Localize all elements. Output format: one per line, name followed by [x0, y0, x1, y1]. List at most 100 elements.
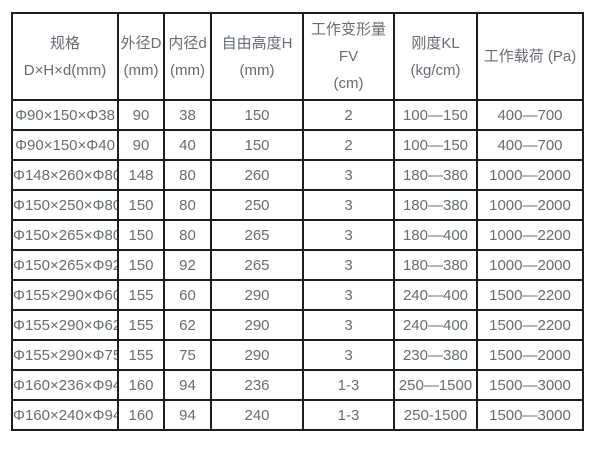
cell-fv: 3: [302, 309, 395, 341]
cell-spec: Φ150×265×Φ80: [11, 219, 119, 251]
cell-load: 1500—2200: [476, 279, 584, 311]
cell-load: 1000—2000: [476, 189, 584, 221]
header-line: (cm): [333, 75, 364, 92]
cell-load: 1500—2000: [476, 339, 584, 371]
cell-load: 1500—2200: [476, 309, 584, 341]
cell-load: 400—700: [476, 99, 584, 131]
cell-stiffness: 180—380: [393, 249, 478, 281]
header-line: (kg/cm): [410, 61, 461, 79]
cell-outer-d: 90: [117, 99, 165, 131]
header-line: 外径D: [120, 34, 162, 52]
cell-spec: Φ150×250×Φ80: [11, 189, 119, 221]
cell-inner-d: 80: [163, 159, 212, 191]
cell-fv: 3: [302, 279, 395, 311]
cell-spec: Φ160×236×Φ94: [11, 369, 119, 401]
cell-free-h: 290: [210, 279, 304, 311]
table-row: Φ148×260×Φ80 148 80 260 3 180—380 1000—2000: [11, 159, 584, 191]
table-row: Φ90×150×Φ38 90 38 150 2 100—150 400—700: [11, 99, 584, 131]
table-row: Φ150×250×Φ80 150 80 250 3 180—380 1000—2000: [11, 189, 584, 221]
cell-spec: Φ148×260×Φ80: [11, 159, 119, 191]
cell-stiffness: 240—400: [393, 279, 478, 311]
cell-spec: Φ155×290×Φ62: [11, 309, 119, 341]
cell-fv: 3: [302, 219, 395, 251]
cell-free-h: 150: [210, 129, 304, 161]
header-line: FV: [338, 48, 359, 65]
cell-fv: 3: [302, 339, 395, 371]
cell-outer-d: 155: [117, 279, 165, 311]
cell-free-h: 150: [210, 99, 304, 131]
cell-inner-d: 40: [163, 129, 212, 161]
cell-inner-d: 80: [163, 189, 212, 221]
cell-fv: 3: [302, 159, 395, 191]
cell-load: 1500—3000: [476, 369, 584, 401]
cell-outer-d: 155: [117, 309, 165, 341]
cell-free-h: 265: [210, 249, 304, 281]
table-row: Φ150×265×Φ80 150 80 265 3 180—400 1000—2200: [11, 219, 584, 251]
header-line: 工作变形量: [310, 21, 386, 38]
header-line: (mm): [123, 61, 159, 79]
cell-spec: Φ155×290×Φ75: [11, 339, 119, 371]
column-header-stiffness: 刚度KL (kg/cm): [393, 12, 478, 101]
table-row: Φ155×290×Φ62 155 62 290 3 240—400 1500—2200: [11, 309, 584, 341]
header-line: D×H×d(mm): [23, 61, 107, 79]
header-line: (mm): [239, 61, 275, 79]
table-row: Φ160×236×Φ94 160 94 236 1-3 250—1500 1500—3000: [11, 369, 584, 401]
cell-inner-d: 92: [163, 249, 212, 281]
column-header-free-h: 自由高度H (mm): [210, 12, 304, 101]
cell-load: 1500—3000: [476, 399, 584, 431]
cell-fv: 1-3: [302, 399, 395, 431]
cell-inner-d: 62: [163, 309, 212, 341]
cell-free-h: 236: [210, 369, 304, 401]
cell-inner-d: 80: [163, 219, 212, 251]
cell-stiffness: 180—380: [393, 159, 478, 191]
cell-free-h: 250: [210, 189, 304, 221]
cell-load: 1000—2200: [476, 219, 584, 251]
cell-load: 1000—2000: [476, 159, 584, 191]
cell-inner-d: 94: [163, 369, 212, 401]
cell-outer-d: 90: [117, 129, 165, 161]
header-line: 工作载荷 (Pa): [483, 48, 577, 65]
cell-free-h: 260: [210, 159, 304, 191]
cell-outer-d: 150: [117, 219, 165, 251]
header-line: 内径d: [168, 34, 207, 52]
cell-outer-d: 150: [117, 249, 165, 281]
cell-outer-d: 148: [117, 159, 165, 191]
cell-free-h: 265: [210, 219, 304, 251]
spec-table: 规格 D×H×d(mm) 外径D (mm) 内径d (mm) 自由高度H (mm) 工作变形量 F…: [11, 12, 584, 431]
header-line: 刚度KL: [411, 34, 460, 52]
table-row: Φ155×290×Φ75 155 75 290 3 230—380 1500—2000: [11, 339, 584, 371]
cell-spec: Φ90×150×Φ40: [11, 129, 119, 161]
cell-inner-d: 38: [163, 99, 212, 131]
cell-fv: 1-3: [302, 369, 395, 401]
column-header-outer-d: 外径D (mm): [117, 12, 165, 101]
cell-free-h: 290: [210, 339, 304, 371]
cell-fv: 3: [302, 189, 395, 221]
table-row: Φ150×265×Φ92 150 92 265 3 180—380 1000—2000: [11, 249, 584, 281]
header-line: 规格: [49, 34, 80, 52]
cell-load: 400—700: [476, 129, 584, 161]
header-line: 自由高度H: [221, 34, 293, 52]
cell-free-h: 240: [210, 399, 304, 431]
table-row: Φ90×150×Φ40 90 40 150 2 100—150 400—700: [11, 129, 584, 161]
cell-inner-d: 60: [163, 279, 212, 311]
cell-stiffness: 230—380: [393, 339, 478, 371]
cell-inner-d: 94: [163, 399, 212, 431]
cell-stiffness: 100—150: [393, 99, 478, 131]
table-row: Φ155×290×Φ60 155 60 290 3 240—400 1500—2200: [11, 279, 584, 311]
cell-stiffness: 250-1500: [393, 399, 478, 431]
column-header-fv: 工作变形量 FV (cm): [302, 12, 395, 101]
column-header-spec: 规格 D×H×d(mm): [11, 12, 119, 101]
cell-outer-d: 160: [117, 369, 165, 401]
cell-fv: 2: [302, 129, 395, 161]
cell-stiffness: 180—380: [393, 189, 478, 221]
cell-outer-d: 150: [117, 189, 165, 221]
cell-fv: 3: [302, 249, 395, 281]
cell-inner-d: 75: [163, 339, 212, 371]
cell-fv: 2: [302, 99, 395, 131]
column-header-inner-d: 内径d (mm): [163, 12, 212, 101]
cell-outer-d: 160: [117, 399, 165, 431]
cell-spec: Φ160×240×Φ94: [11, 399, 119, 431]
table-row: Φ160×240×Φ94 160 94 240 1-3 250-1500 1500—3000: [11, 399, 584, 431]
header-row: 规格 D×H×d(mm) 外径D (mm) 内径d (mm) 自由高度H (mm) 工作变形量 F…: [11, 12, 584, 101]
cell-load: 1000—2000: [476, 249, 584, 281]
